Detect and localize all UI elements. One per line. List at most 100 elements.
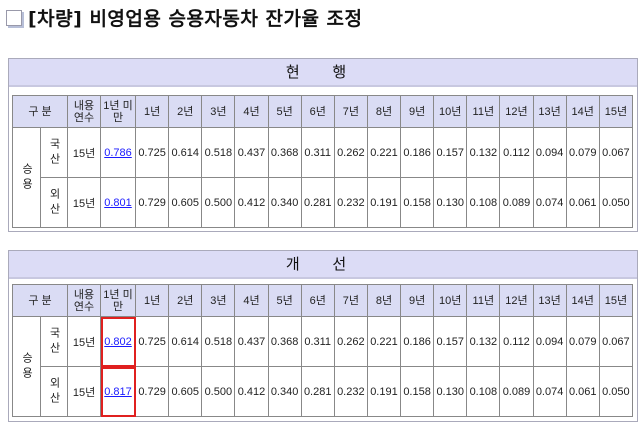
value-cell: 0.050	[598, 177, 634, 228]
header-year: 13년	[532, 95, 567, 128]
value-cell: 0.311	[300, 127, 335, 178]
header-gubun: 구 분	[11, 284, 69, 317]
table-row: 외산 15년 0.817 0.729 0.605 0.500 0.412 0.340 0.281…	[13, 366, 634, 417]
header-year: 7년	[333, 284, 368, 317]
value-cell: 0.232	[333, 177, 368, 228]
improved-table: 구 분 내용 연수 1년 미만 1년 2년 3년 4년 5년 6년 7년 8년 9년 10년 11년 12년…	[11, 284, 634, 417]
value-cell: 0.437	[234, 316, 269, 367]
header-year: 8년	[366, 284, 402, 317]
value-cell: 0.074	[532, 177, 567, 228]
header-year: 14년	[565, 284, 600, 317]
value-cell: 0.500	[201, 366, 236, 417]
value-cell: 0.412	[234, 177, 269, 228]
value-cell: 0.067	[598, 316, 634, 367]
current-band-title: 현 행	[9, 59, 637, 87]
value-cell: 0.132	[466, 127, 501, 178]
current-panel: 현 행 구 분 내용 연수 1년 미만 1년 2년 3년 4년 5년 6년 7년 8년 9년 10년 11…	[8, 58, 638, 232]
value-cell: 0.050	[598, 366, 634, 417]
header-year: 11년	[466, 95, 501, 128]
value-cell: 0.729	[135, 366, 170, 417]
value-cell: 0.112	[499, 127, 534, 178]
value-cell: 0.518	[201, 316, 236, 367]
value-cell: 0.725	[135, 127, 170, 178]
value-cell: 0.281	[300, 366, 335, 417]
value-cell: 0.311	[300, 316, 335, 367]
square-bullet-icon	[6, 9, 22, 26]
value-cell: 0.157	[433, 316, 468, 367]
value-cell: 0.605	[168, 177, 203, 228]
header-life: 내용 연수	[67, 284, 102, 317]
category-cell: 승용	[12, 127, 41, 228]
value-cell: 0.186	[400, 127, 435, 178]
header-year: 2년	[168, 284, 203, 317]
origin-cell: 외산	[39, 366, 69, 417]
value-cell: 0.061	[565, 177, 600, 228]
value-cell: 0.061	[565, 366, 600, 417]
value-cell: 0.340	[267, 177, 302, 228]
under1-link[interactable]: 0.801	[104, 196, 132, 209]
header-year: 15년	[598, 284, 634, 317]
life-cell: 15년	[67, 316, 102, 367]
value-cell: 0.158	[400, 177, 435, 228]
value-cell: 0.158	[400, 366, 435, 417]
header-year: 9년	[400, 95, 435, 128]
value-cell: 0.281	[300, 177, 335, 228]
header-life: 내용 연수	[67, 95, 102, 128]
under1-link[interactable]: 0.817	[104, 385, 132, 398]
value-cell: 0.108	[466, 177, 501, 228]
value-cell: 0.130	[433, 177, 468, 228]
header-row: 구 분 내용 연수 1년 미만 1년 2년 3년 4년 5년 6년 7년 8년 9년 10년 11년 12년…	[11, 95, 634, 128]
under1-cell: 0.817	[100, 366, 137, 417]
value-cell: 0.262	[333, 316, 368, 367]
value-cell: 0.221	[366, 127, 402, 178]
value-cell: 0.067	[598, 127, 634, 178]
header-year: 15년	[598, 95, 634, 128]
header-gubun: 구 분	[11, 95, 69, 128]
value-cell: 0.518	[201, 127, 236, 178]
header-year: 10년	[433, 284, 468, 317]
header-year: 7년	[333, 95, 368, 128]
header-year: 12년	[499, 284, 534, 317]
header-row: 구 분 내용 연수 1년 미만 1년 2년 3년 4년 5년 6년 7년 8년 9년 10년 11년 12년…	[11, 284, 634, 317]
value-cell: 0.729	[135, 177, 170, 228]
value-cell: 0.191	[366, 177, 402, 228]
origin-cell: 외산	[39, 177, 69, 228]
value-cell: 0.725	[135, 316, 170, 367]
value-cell: 0.221	[366, 316, 402, 367]
page-title: [차량] 비영업용 승용자동차 잔가율 조정	[6, 4, 363, 31]
under1-link[interactable]: 0.802	[104, 335, 132, 348]
current-table: 구 분 내용 연수 1년 미만 1년 2년 3년 4년 5년 6년 7년 8년 9년 10년 11년 12년…	[11, 95, 634, 228]
value-cell: 0.605	[168, 366, 203, 417]
value-cell: 0.094	[532, 316, 567, 367]
value-cell: 0.368	[267, 316, 302, 367]
origin-cell: 국산	[39, 316, 69, 367]
header-year: 5년	[267, 95, 302, 128]
improved-band-title: 개 선	[9, 251, 637, 279]
header-under1: 1년 미만	[100, 284, 137, 317]
header-year: 14년	[565, 95, 600, 128]
value-cell: 0.094	[532, 127, 567, 178]
under1-cell: 0.786	[100, 127, 137, 178]
header-year: 1년	[135, 284, 170, 317]
value-cell: 0.500	[201, 177, 236, 228]
life-cell: 15년	[67, 177, 102, 228]
value-cell: 0.157	[433, 127, 468, 178]
title-text: [차량] 비영업용 승용자동차 잔가율 조정	[28, 8, 363, 30]
value-cell: 0.262	[333, 127, 368, 178]
table-row: 승용 국산 15년 0.786 0.725 0.614 0.518 0.437 0.368 0.3…	[12, 127, 634, 228]
value-cell: 0.079	[565, 127, 600, 178]
value-cell: 0.108	[466, 366, 501, 417]
value-cell: 0.079	[565, 316, 600, 367]
under1-link[interactable]: 0.786	[104, 146, 132, 159]
value-cell: 0.191	[366, 366, 402, 417]
value-cell: 0.132	[466, 316, 501, 367]
header-under1: 1년 미만	[100, 95, 137, 128]
life-cell: 15년	[67, 127, 102, 178]
value-cell: 0.340	[267, 366, 302, 417]
under1-cell: 0.801	[100, 177, 137, 228]
under1-cell: 0.802	[100, 316, 137, 367]
header-year: 9년	[400, 284, 435, 317]
value-cell: 0.089	[499, 366, 534, 417]
value-cell: 0.412	[234, 366, 269, 417]
header-year: 1년	[135, 95, 170, 128]
